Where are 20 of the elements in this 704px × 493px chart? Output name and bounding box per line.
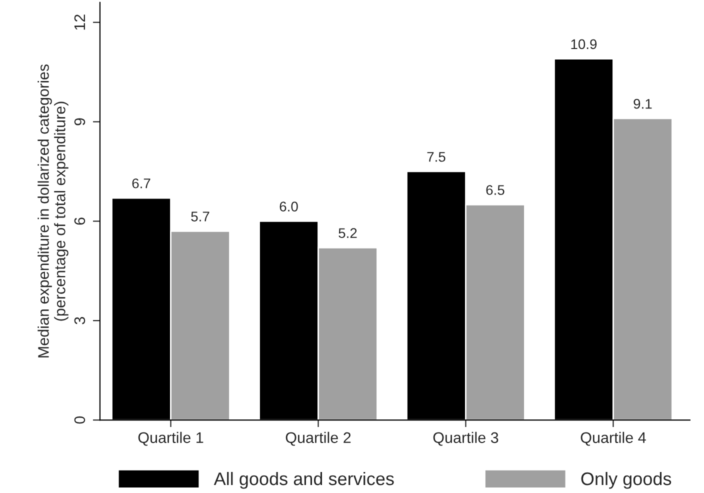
- y-tick-label: 9: [74, 118, 86, 126]
- data-label: 7.5: [427, 152, 446, 162]
- x-tick-label: Quartile 2: [286, 432, 351, 446]
- x-tick-label: Quartile 4: [580, 432, 646, 446]
- data-label: 5.2: [338, 228, 357, 238]
- x-tick-label: Quartile 3: [433, 432, 498, 446]
- legend-label: All goods and services: [214, 472, 394, 489]
- data-label: 5.7: [191, 212, 210, 222]
- y-tick-label: 3: [74, 317, 86, 324]
- y-axis-title: Median expenditure in dollarized categories (percentage of total expenditure): [38, 64, 68, 358]
- y-tick-label: 6: [74, 218, 86, 225]
- data-label: 6.5: [486, 185, 504, 195]
- legend-label: Only goods: [581, 472, 672, 489]
- x-tick-label: Quartile 1: [138, 432, 204, 446]
- data-label: 6.7: [132, 178, 150, 188]
- y-tick-label: 0: [74, 416, 86, 424]
- data-label: 9.1: [634, 98, 652, 109]
- data-label: 6.0: [280, 202, 298, 212]
- data-label: 10.9: [571, 39, 597, 50]
- y-tick-label: 12: [74, 14, 85, 30]
